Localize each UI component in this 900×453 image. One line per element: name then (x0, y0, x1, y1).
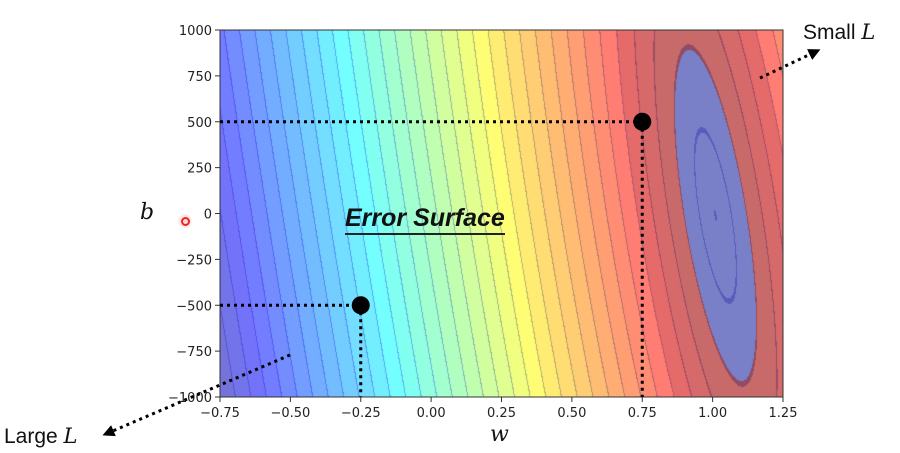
small-l-arrow (759, 49, 821, 80)
y-tick-label: −500 (176, 299, 212, 314)
y-tick-label: 500 (187, 116, 212, 131)
parameter-point (633, 112, 652, 131)
parameter-point (351, 296, 370, 315)
y-tick-label: −1000 (168, 391, 212, 406)
y-tick-label: 250 (187, 162, 212, 177)
y-tick-label: 0 (204, 208, 212, 223)
x-tick-label: 0.25 (487, 406, 516, 421)
x-tick-label: 1.00 (698, 406, 727, 421)
x-tick-label: 1.25 (769, 406, 798, 421)
large-l-arrow (102, 353, 291, 437)
x-tick-label: −0.25 (341, 406, 381, 421)
x-tick-label: 0.00 (417, 406, 446, 421)
x-tick-label: −0.50 (270, 406, 310, 421)
y-axis-label: b (140, 200, 155, 225)
x-tick-label: 0.75 (628, 406, 657, 421)
chart-title: Error Surface (345, 203, 505, 235)
small-l-annotation: Small L (803, 20, 876, 44)
x-tick-label: 0.50 (557, 406, 586, 421)
y-tick-label: 750 (187, 70, 212, 85)
large-l-annotation: Large L (4, 424, 78, 448)
y-tick-label: 1000 (179, 24, 212, 39)
y-tick-label: −250 (176, 253, 212, 268)
cursor-indicator (178, 214, 192, 228)
x-tick-label: −0.75 (200, 406, 240, 421)
x-axis-label: w (490, 422, 509, 447)
y-tick-label: −750 (176, 345, 212, 360)
